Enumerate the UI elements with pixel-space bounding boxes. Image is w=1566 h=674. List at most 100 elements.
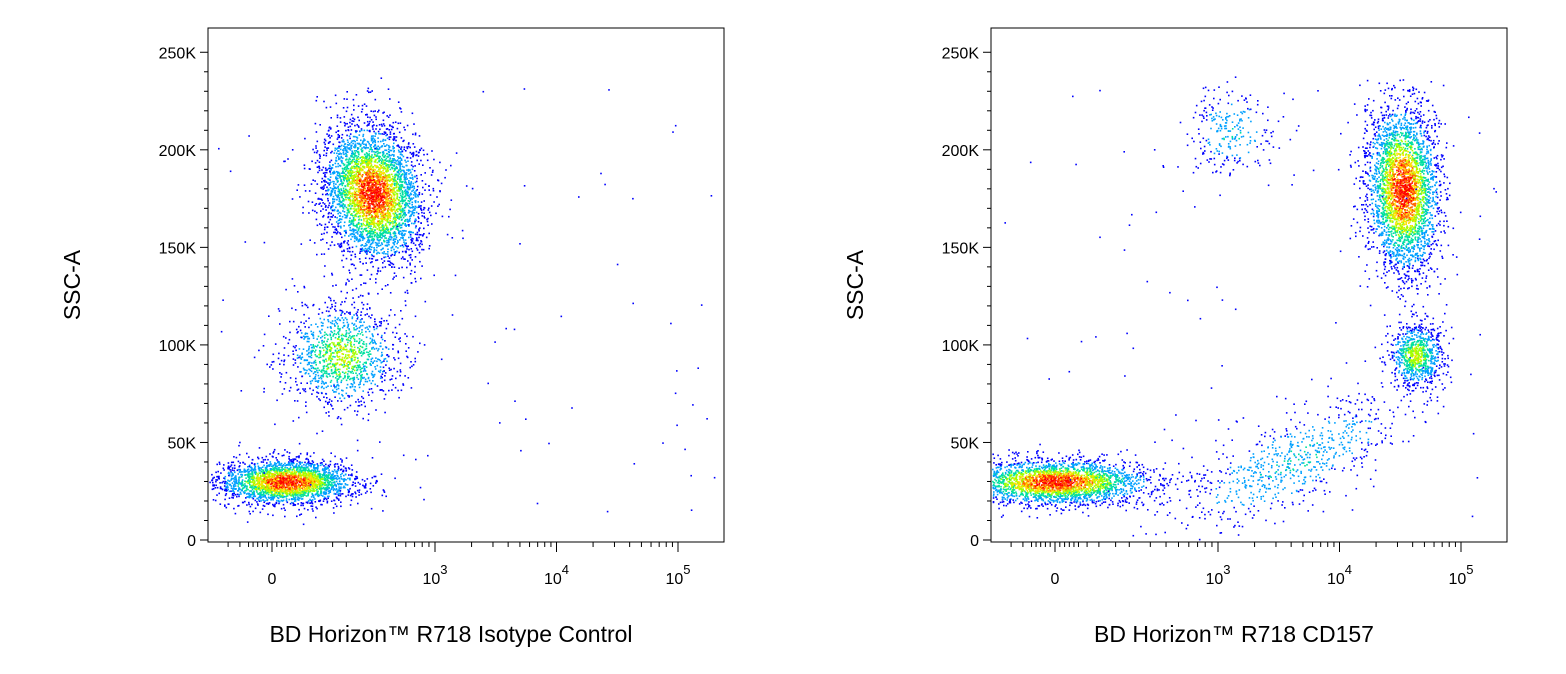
- event-dot: [362, 352, 365, 354]
- event-dot: [308, 368, 310, 371]
- event-dot: [241, 476, 243, 478]
- event-dot: [302, 491, 305, 493]
- event-dot: [322, 495, 324, 497]
- event-dot: [409, 236, 412, 238]
- event-dot: [304, 332, 307, 334]
- event-dot: [269, 472, 272, 474]
- event-dot: [268, 485, 270, 487]
- event-dot: [372, 342, 374, 344]
- event-dot: [337, 385, 340, 387]
- event-dot: [331, 274, 334, 276]
- event-dot: [409, 194, 411, 196]
- event-dot: [327, 366, 330, 369]
- event-dot: [274, 503, 276, 506]
- event-dot: [388, 176, 390, 179]
- event-dot: [241, 473, 243, 476]
- event-dot: [309, 479, 312, 481]
- event-dot: [273, 479, 275, 482]
- event-dot: [342, 157, 344, 159]
- event-dot: [282, 472, 284, 474]
- event-dot: [289, 490, 292, 492]
- event-dot: [328, 373, 330, 375]
- event-dot: [329, 381, 332, 383]
- event-dot: [321, 503, 323, 506]
- event-dot: [383, 320, 385, 322]
- event-dot: [300, 498, 303, 500]
- event-dot: [283, 477, 285, 479]
- event-dot: [313, 496, 315, 499]
- event-dot: [303, 476, 305, 479]
- event-dot: [338, 319, 341, 321]
- event-dot: [270, 498, 272, 501]
- event-dot: [276, 471, 279, 473]
- event-dot: [399, 165, 401, 168]
- event-dot: [364, 405, 366, 408]
- event-dot: [341, 459, 343, 462]
- event-dot: [303, 285, 305, 288]
- event-dot: [381, 237, 383, 239]
- event-dot: [314, 475, 317, 477]
- event-dot: [279, 483, 281, 486]
- event-dot: [363, 343, 365, 346]
- event-dot: [366, 326, 368, 329]
- event-dot: [423, 212, 425, 214]
- event-dot: [229, 473, 231, 475]
- event-dot: [216, 479, 219, 481]
- event-dot: [346, 362, 348, 365]
- event-dot: [321, 430, 324, 432]
- event-dot: [329, 460, 332, 463]
- event-dot: [451, 237, 454, 239]
- event-dot: [233, 491, 235, 493]
- event-dot: [353, 327, 355, 329]
- event-dot: [299, 488, 301, 490]
- event-dot: [304, 390, 307, 393]
- event-dot: [324, 179, 326, 182]
- event-dot: [312, 331, 315, 334]
- event-dot: [247, 469, 249, 471]
- event-dot: [347, 365, 349, 368]
- event-dot: [267, 481, 270, 484]
- event-dot: [318, 203, 320, 205]
- event-dot: [282, 496, 285, 499]
- event-dot: [344, 486, 346, 489]
- event-dot: [361, 169, 363, 172]
- event-dot: [366, 308, 368, 311]
- event-dot: [273, 494, 276, 496]
- event-dot: [349, 313, 351, 315]
- event-dot: [420, 240, 422, 242]
- event-dot: [357, 176, 359, 179]
- event-dot: [356, 366, 358, 369]
- event-dot: [350, 173, 353, 175]
- event-dot: [324, 491, 326, 493]
- event-dot: [325, 467, 327, 470]
- event-dot: [273, 448, 276, 451]
- event-dot: [315, 467, 317, 470]
- event-dot: [339, 373, 341, 376]
- event-dot: [406, 335, 408, 338]
- event-dot: [390, 378, 393, 380]
- event-dot: [386, 232, 389, 234]
- event-dot: [332, 486, 334, 488]
- event-dot: [288, 452, 291, 454]
- event-dot: [410, 361, 412, 363]
- event-dot: [416, 233, 419, 236]
- event-dot: [337, 317, 340, 319]
- event-dot: [296, 491, 298, 493]
- event-dot: [360, 404, 363, 406]
- plot-area: [207, 27, 725, 543]
- event-dot: [362, 215, 365, 218]
- event-dot: [339, 145, 342, 148]
- event-dot: [385, 327, 388, 330]
- event-dot: [305, 405, 307, 407]
- event-dot: [300, 357, 302, 359]
- event-dot: [345, 338, 348, 341]
- event-dot: [295, 471, 298, 473]
- event-dot: [411, 250, 414, 253]
- event-dot: [333, 475, 335, 478]
- event-dot: [316, 480, 318, 483]
- event-dot: [335, 488, 338, 490]
- event-dot: [404, 375, 406, 377]
- event-dot: [385, 237, 387, 239]
- event-dot: [399, 340, 401, 343]
- event-dot: [313, 452, 315, 454]
